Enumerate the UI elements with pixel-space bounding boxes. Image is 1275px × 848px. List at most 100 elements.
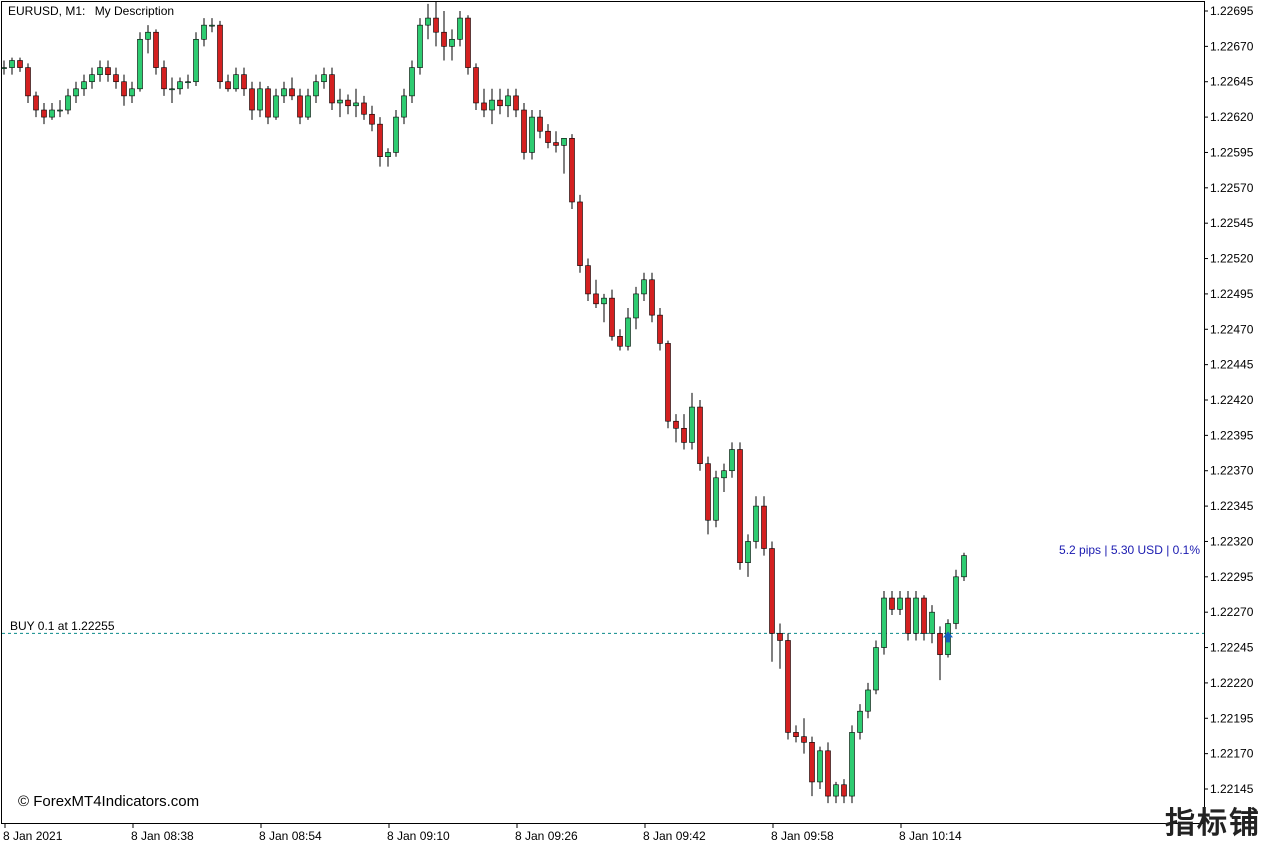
bull-candle bbox=[601, 297, 607, 305]
bear-candle bbox=[241, 74, 247, 90]
bull-candle bbox=[73, 88, 79, 97]
bear-candle bbox=[841, 784, 847, 797]
bear-candle bbox=[777, 633, 783, 641]
bull-candle bbox=[313, 81, 319, 97]
price-axis: 1.22695 1.22670 1.22645 1.22620 1.22595 1.225… bbox=[1204, 4, 1254, 796]
bull-candle bbox=[409, 67, 415, 97]
bull-candle bbox=[817, 750, 823, 783]
price-label: 1.22195 bbox=[1210, 711, 1254, 725]
bear-candle bbox=[345, 99, 351, 107]
bull-candle bbox=[897, 597, 903, 610]
bull-candle bbox=[193, 38, 199, 83]
bull-candle bbox=[561, 138, 567, 146]
bull-candle bbox=[385, 152, 391, 157]
bull-candle bbox=[81, 81, 87, 90]
bull-candle bbox=[417, 24, 423, 68]
price-label: 1.22570 bbox=[1210, 181, 1254, 195]
bull-candle bbox=[449, 38, 455, 47]
bull-candle bbox=[953, 576, 959, 624]
chart-description: My Description bbox=[95, 4, 174, 18]
bear-candle bbox=[377, 123, 383, 157]
bear-candle bbox=[161, 67, 167, 90]
candles bbox=[1, 1, 967, 804]
bull-candle bbox=[881, 597, 887, 648]
bear-candle bbox=[217, 24, 223, 83]
bear-candle bbox=[521, 109, 527, 153]
bear-candle bbox=[433, 17, 439, 33]
bear-candle bbox=[569, 138, 575, 203]
bear-candle bbox=[537, 116, 543, 132]
time-label: 8 Jan 09:26 bbox=[515, 829, 578, 843]
time-label: 8 Jan 09:10 bbox=[387, 829, 450, 843]
bull-candle bbox=[65, 95, 71, 111]
bear-candle bbox=[481, 102, 487, 111]
site-logo: 指标铺 bbox=[1165, 806, 1261, 841]
bull-candle bbox=[209, 24, 215, 27]
bull-candle bbox=[713, 477, 719, 521]
time-axis: 8 Jan 2021 8 Jan 08:38 8 Jan 08:54 8 Jan 09… bbox=[3, 823, 962, 843]
bear-candle bbox=[889, 597, 895, 610]
price-label: 1.22670 bbox=[1210, 39, 1254, 53]
price-label: 1.22495 bbox=[1210, 287, 1254, 301]
bear-candle bbox=[41, 109, 47, 118]
bull-candle bbox=[641, 279, 647, 295]
bull-candle bbox=[857, 710, 863, 733]
bear-candle bbox=[593, 293, 599, 305]
bear-candle bbox=[289, 88, 295, 97]
bear-candle bbox=[17, 60, 23, 68]
bull-candle bbox=[321, 74, 327, 83]
bear-candle bbox=[153, 31, 159, 68]
bull-candle bbox=[489, 99, 495, 111]
bull-candle bbox=[401, 95, 407, 118]
time-label: 8 Jan 09:58 bbox=[771, 829, 834, 843]
bull-candle bbox=[625, 317, 631, 347]
price-label: 1.22170 bbox=[1210, 747, 1254, 761]
bear-candle bbox=[113, 74, 119, 83]
watermark: © ForexMT4Indicators.com bbox=[18, 793, 200, 810]
bull-candle bbox=[305, 95, 311, 118]
bull-candle bbox=[849, 732, 855, 797]
bear-candle bbox=[465, 17, 471, 68]
bear-candle bbox=[497, 99, 503, 107]
price-label: 1.22695 bbox=[1210, 4, 1254, 18]
bull-candle bbox=[393, 116, 399, 153]
bull-candle bbox=[457, 17, 463, 40]
bear-candle bbox=[761, 505, 767, 549]
bull-candle bbox=[9, 60, 15, 68]
bear-candle bbox=[657, 314, 663, 344]
time-label: 8 Jan 2021 bbox=[3, 829, 63, 843]
chart-symbol: EURUSD, M1: My Description bbox=[8, 4, 174, 18]
bull-candle bbox=[913, 597, 919, 634]
bull-candle bbox=[201, 24, 207, 40]
price-label: 1.22395 bbox=[1210, 428, 1254, 442]
bear-candle bbox=[121, 81, 127, 97]
bull-candle bbox=[89, 74, 95, 83]
bear-candle bbox=[769, 548, 775, 634]
bull-candle bbox=[745, 541, 751, 563]
bear-candle bbox=[705, 463, 711, 521]
bull-candle bbox=[633, 293, 639, 319]
bull-candle bbox=[961, 555, 967, 578]
bull-candle bbox=[529, 116, 535, 153]
bear-candle bbox=[681, 427, 687, 443]
bull-candle bbox=[57, 109, 63, 112]
bear-candle bbox=[33, 95, 39, 111]
price-label: 1.22645 bbox=[1210, 75, 1254, 89]
price-label: 1.22220 bbox=[1210, 676, 1254, 690]
bear-candle bbox=[937, 633, 943, 655]
bull-candle bbox=[1, 67, 7, 69]
price-label: 1.22245 bbox=[1210, 641, 1254, 655]
bear-candle bbox=[105, 67, 111, 75]
bear-candle bbox=[473, 67, 479, 104]
bear-candle bbox=[809, 742, 815, 783]
bull-candle bbox=[97, 67, 103, 75]
price-label: 1.22545 bbox=[1210, 216, 1254, 230]
bear-candle bbox=[265, 88, 271, 118]
bear-candle bbox=[369, 113, 375, 125]
bear-candle bbox=[577, 201, 583, 266]
price-label: 1.22270 bbox=[1210, 605, 1254, 619]
bull-candle bbox=[873, 647, 879, 691]
chart-frame bbox=[1, 1, 1205, 824]
bear-candle bbox=[513, 95, 519, 111]
